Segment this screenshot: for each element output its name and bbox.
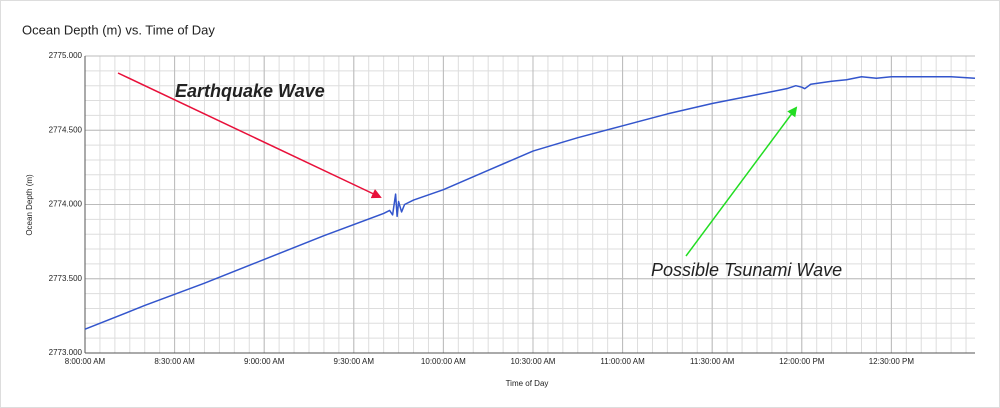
x-tick-label: 12:00:00 PM bbox=[779, 357, 825, 366]
x-tick-label: 8:00:00 AM bbox=[65, 357, 106, 366]
annotation-arrow bbox=[117, 72, 382, 199]
x-axis-label: Time of Day bbox=[506, 379, 549, 388]
x-tick-label: 9:00:00 AM bbox=[244, 357, 285, 366]
chart-title: Ocean Depth (m) vs. Time of Day bbox=[22, 22, 215, 37]
x-tick-label: 11:00:00 AM bbox=[600, 357, 645, 366]
y-tick-label: 2773.500 bbox=[49, 274, 83, 283]
y-tick-label: 2775.000 bbox=[49, 51, 83, 60]
x-tick-label: 10:30:00 AM bbox=[511, 357, 556, 366]
annotation-arrow bbox=[685, 106, 798, 257]
x-tick-label: 9:30:00 AM bbox=[334, 357, 375, 366]
x-tick-label: 8:30:00 AM bbox=[154, 357, 195, 366]
y-tick-label: 2773.000 bbox=[49, 348, 83, 357]
x-tick-label: 12:30:00 PM bbox=[869, 357, 915, 366]
y-tick-label: 2774.000 bbox=[49, 200, 83, 209]
plot-area: 2773.000 2773.500 2774.000 2774.500 2775.000… bbox=[49, 51, 976, 366]
x-tick-label: 11:30:00 AM bbox=[690, 357, 735, 366]
annotation: Possible Tsunami Wave bbox=[651, 260, 842, 280]
x-tick-label: 10:00:00 AM bbox=[421, 357, 466, 366]
annotation: Earthquake Wave bbox=[175, 81, 325, 101]
y-tick-label: 2774.500 bbox=[49, 125, 83, 134]
data-line bbox=[84, 76, 976, 330]
y-axis-label: Ocean Depth (m) bbox=[25, 174, 34, 236]
